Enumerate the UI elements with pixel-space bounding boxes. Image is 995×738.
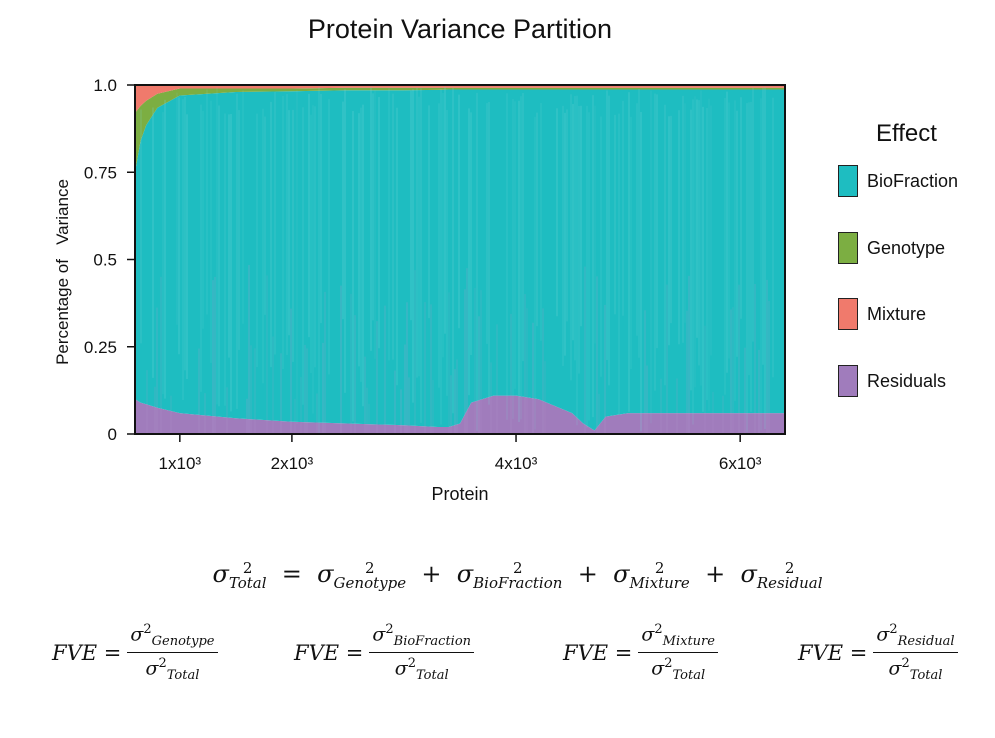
fve-label: FVE (563, 640, 609, 665)
y-axis-title: Percentage of Variance (53, 179, 72, 365)
sigma-residual-label: Residual (756, 573, 823, 592)
legend-swatch-genotype (838, 232, 858, 264)
x-axis: 1x10³ 2x10³ 4x10³ 6x10³ (159, 434, 762, 473)
legend-swatch-residuals (838, 365, 858, 397)
y-tick-label: 1.0 (93, 76, 117, 95)
y-axis: 0 0.25 0.5 0.75 1.0 (84, 76, 135, 444)
fve-denominator-total: Total (909, 668, 943, 684)
legend-label-biofraction: BioFraction (867, 170, 959, 191)
x-tick-label: 2x10³ (271, 454, 314, 473)
sigma-mixture-label: Mixture (629, 573, 690, 592)
x-tick-label: 4x10³ (495, 454, 538, 473)
y-tick-label: 0 (108, 425, 117, 444)
legend-item-biofraction: BioFraction (838, 165, 958, 197)
legend-item-residuals: Residuals (838, 365, 946, 397)
legend-swatch-mixture (838, 298, 858, 330)
stacked-areas (135, 85, 785, 434)
x-tick-label: 6x10³ (719, 454, 762, 473)
legend-title: Effect (876, 120, 937, 147)
fve-denominator-total: Total (416, 668, 449, 684)
legend-item-genotype: Genotype (838, 232, 945, 264)
fve-equation-genotype: FVE = σ2Genotype σ2Total (52, 622, 218, 683)
legend-label-mixture: Mixture (867, 303, 927, 324)
sigma-biofraction-label: BioFraction (473, 573, 563, 592)
area-biofraction (135, 89, 785, 431)
fve-numerator-residual: Residual (897, 634, 955, 650)
legend-label-genotype: Genotype (867, 237, 946, 258)
total-variance-equation: σ 2 Total = σ 2 Genotype + σ 2 BioFraction + σ… (212, 558, 823, 592)
sigma-total-label: Total (228, 573, 267, 592)
fve-numerator-mixture: Mixture (662, 634, 715, 650)
y-tick-label: 0.25 (84, 338, 117, 357)
y-tick-label: 0.5 (93, 251, 117, 270)
fve-numerator-biofraction: BioFraction (393, 634, 472, 650)
fve-equation-mixture: FVE = σ2Mixture σ2Total (563, 622, 718, 683)
legend-item-mixture: Mixture (838, 298, 926, 330)
fve-equation-residual: FVE = σ2Residual σ2Total (798, 622, 958, 683)
fve-equation-biofraction: FVE = σ2BioFraction σ2Total (294, 622, 475, 684)
x-tick-label: 1x10³ (159, 454, 202, 473)
area-residuals (135, 395, 785, 434)
x-axis-title: Protein (431, 484, 489, 504)
legend-swatch-biofraction (838, 165, 858, 197)
fve-label: FVE (294, 640, 340, 665)
sigma-genotype-label: Genotype (333, 573, 407, 592)
chart-title: Protein Variance Partition (307, 14, 613, 44)
fve-numerator-genotype: Genotype (151, 634, 215, 650)
area-mixture (135, 85, 785, 113)
fve-label: FVE (52, 640, 98, 665)
fve-label: FVE (798, 640, 844, 665)
protein-bar-texture (135, 87, 774, 434)
fve-denominator-total: Total (166, 668, 200, 684)
y-tick-label: 0.75 (84, 163, 117, 182)
legend-label-residuals: Residuals (867, 370, 947, 391)
fve-denominator-total: Total (672, 668, 706, 684)
